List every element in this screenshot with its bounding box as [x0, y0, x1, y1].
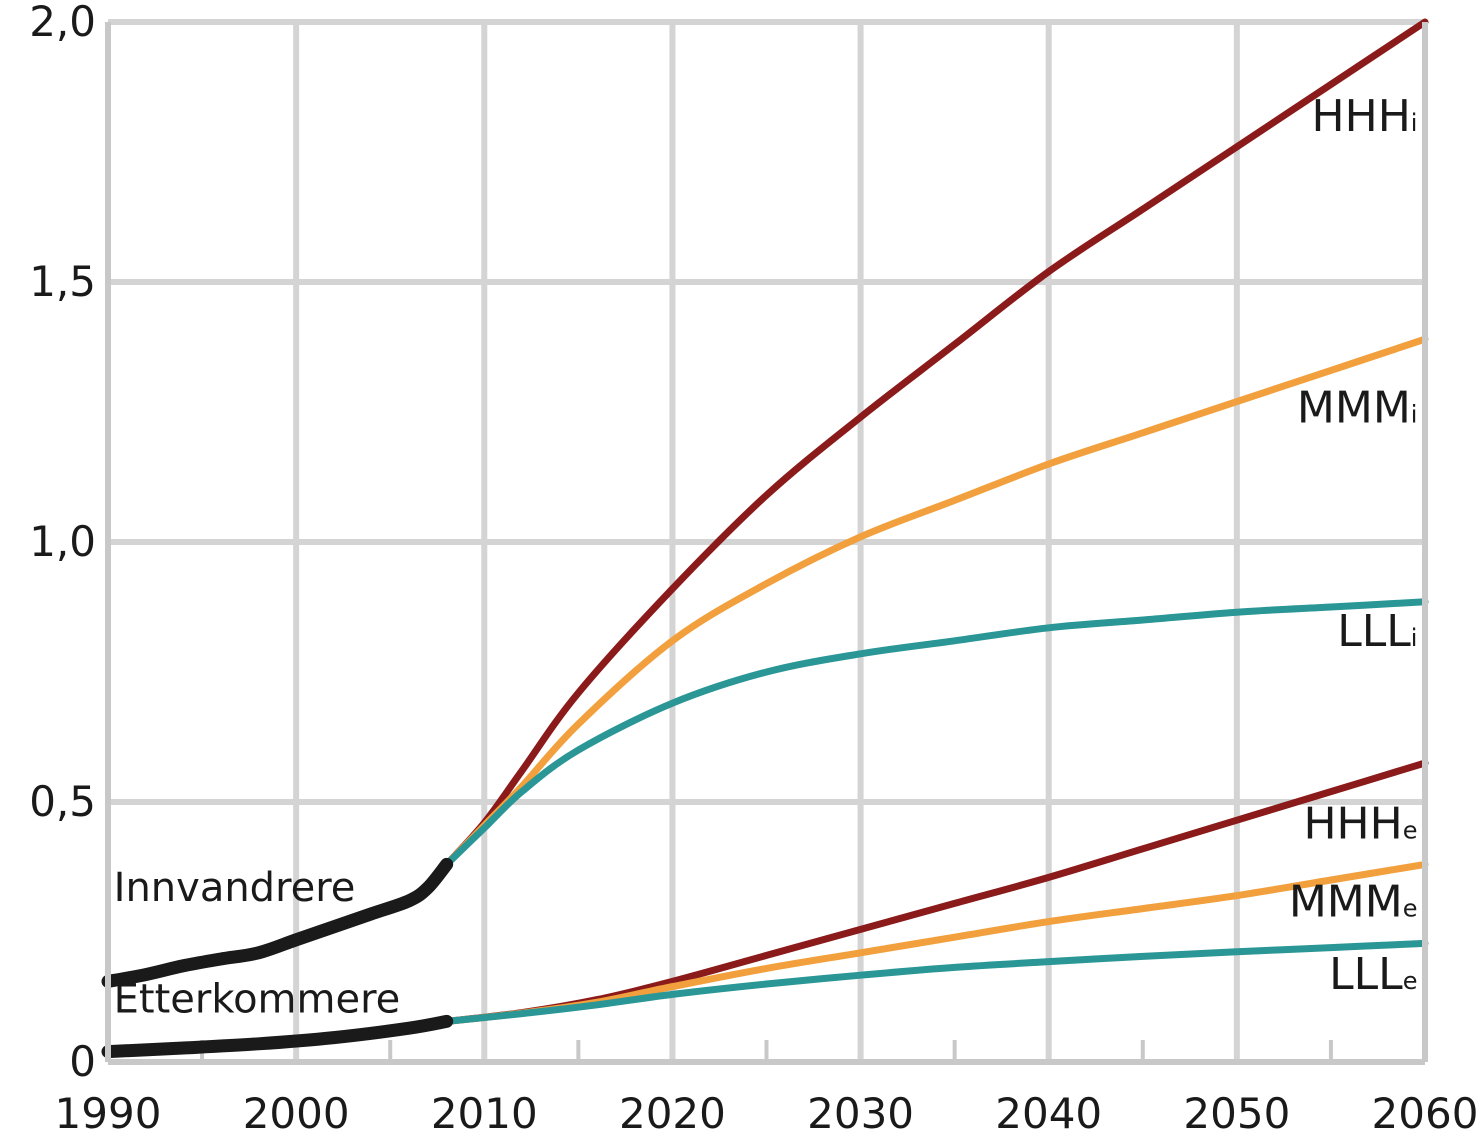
y-tick-label: 0,5: [29, 777, 96, 826]
grid-layer: [108, 19, 1428, 1062]
y-tick-label: 1,5: [29, 257, 96, 306]
x-tick-label: 2000: [243, 1089, 350, 1136]
series-line-innvandrere: [101, 857, 454, 988]
series-label: HHHe: [1303, 798, 1417, 849]
series-line-hhh-i: [443, 18, 1429, 868]
x-tick-label: 2020: [619, 1089, 726, 1136]
group-label: Etterkommere: [114, 977, 401, 1023]
series-line-mmm-i: [443, 335, 1429, 868]
axis-layer: 0 0,5 1,0 1,5 2,0 1990 2000 2010 2020 2030 2040 205…: [29, 0, 1478, 1136]
series-label: LLLe: [1329, 949, 1417, 1000]
x-tick-label: 2050: [1183, 1089, 1290, 1136]
y-tick-label: 0: [69, 1037, 96, 1086]
x-tick-label: 2060: [1372, 1089, 1479, 1136]
x-tick-label: 1990: [55, 1089, 162, 1136]
series-label: LLLi: [1337, 606, 1417, 657]
label-layer: Innvandrere Etterkommere HHHi MMMi LLLi HHHe M…: [114, 91, 1418, 1022]
x-tick-label: 2040: [995, 1089, 1102, 1136]
x-tick-label: 2030: [807, 1089, 914, 1136]
series-layer: [101, 18, 1429, 1059]
group-label: Innvandrere: [114, 865, 356, 911]
y-tick-label: 2,0: [29, 0, 96, 46]
series-line-lll-i: [443, 598, 1429, 868]
series-label: MMMi: [1297, 382, 1418, 433]
series-line-lll-e: [443, 939, 1429, 1025]
series-label: MMMe: [1289, 876, 1418, 927]
y-tick-label: 1,0: [29, 517, 96, 566]
series-label: HHHi: [1312, 91, 1418, 142]
series-line-etterkommere: [101, 1014, 454, 1059]
x-tick-label: 2010: [431, 1089, 538, 1136]
